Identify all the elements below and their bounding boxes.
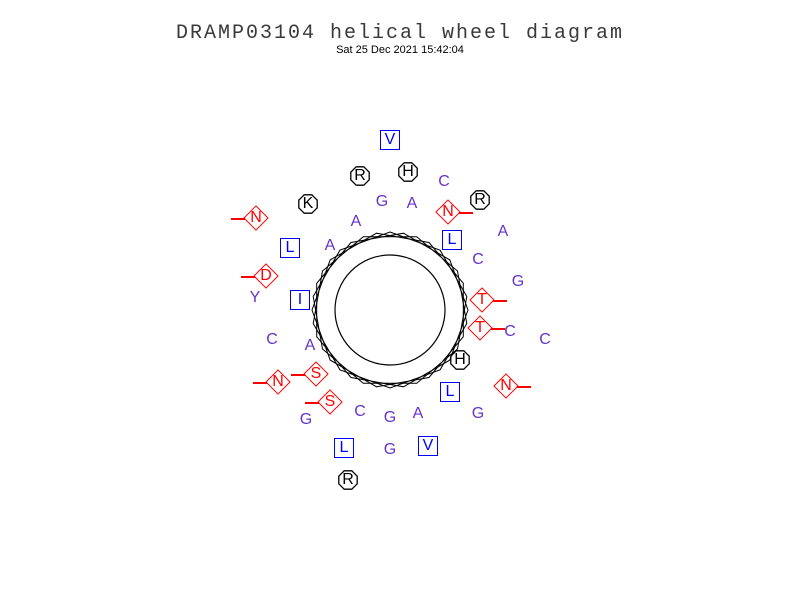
residue-9: A xyxy=(351,214,362,230)
residue-letter: A xyxy=(407,196,418,212)
residue-letter: G xyxy=(300,412,312,428)
residue-1: H xyxy=(397,161,419,183)
residue-letter: L xyxy=(446,384,455,400)
residue-29: L xyxy=(440,382,460,402)
residue-letter: K xyxy=(303,196,314,212)
residue-letter: A xyxy=(413,406,424,422)
residue-letter: V xyxy=(423,438,434,454)
residue-letter: C xyxy=(504,324,516,340)
residue-28: N xyxy=(267,371,289,393)
residue-14: A xyxy=(325,238,336,254)
residue-letter: R xyxy=(342,472,354,488)
residue-letter: A xyxy=(325,238,336,254)
residue-40: R xyxy=(337,469,359,491)
helical-wheel-core xyxy=(0,0,800,600)
residue-36: G xyxy=(300,412,312,428)
residue-17: G xyxy=(512,274,524,290)
residue-39: V xyxy=(418,436,438,456)
residue-letter: H xyxy=(402,164,414,180)
residue-letter: R xyxy=(354,168,366,184)
residue-23: C xyxy=(539,332,551,348)
residue-12: A xyxy=(498,224,509,240)
residue-letter: S xyxy=(325,394,336,410)
residue-letter: T xyxy=(477,292,487,308)
residue-letter: G xyxy=(376,194,388,210)
residue-37: L xyxy=(334,438,354,458)
residue-letter: A xyxy=(305,338,316,354)
residue-22: C xyxy=(504,324,516,340)
residue-letter: N xyxy=(272,374,284,390)
residue-letter: L xyxy=(448,232,457,248)
residue-letter: G xyxy=(512,274,524,290)
residue-letter: G xyxy=(384,442,396,458)
residue-21: T xyxy=(469,317,491,339)
residue-letter: A xyxy=(498,224,509,240)
residue-letter: L xyxy=(340,440,349,456)
residue-letter: C xyxy=(438,174,450,190)
residue-16: D xyxy=(255,265,277,287)
residue-24: C xyxy=(266,332,278,348)
residue-11: L xyxy=(442,230,462,250)
residue-32: C xyxy=(354,404,366,420)
residue-letter: G xyxy=(472,406,484,422)
residue-10: N xyxy=(245,207,267,229)
residue-27: S xyxy=(305,363,327,385)
residue-letter: I xyxy=(298,292,302,308)
residue-25: A xyxy=(305,338,316,354)
residue-4: R xyxy=(469,189,491,211)
residue-33: G xyxy=(384,410,396,426)
residue-letter: N xyxy=(442,204,454,220)
residue-38: G xyxy=(384,442,396,458)
residue-30: N xyxy=(495,375,517,397)
residue-letter: T xyxy=(475,320,485,336)
residue-letter: H xyxy=(454,352,466,368)
residue-15: C xyxy=(472,252,484,268)
residue-0: V xyxy=(380,130,400,150)
residue-letter: G xyxy=(384,410,396,426)
residue-3: C xyxy=(438,174,450,190)
residue-19: I xyxy=(290,290,310,310)
residue-letter: C xyxy=(472,252,484,268)
residue-35: G xyxy=(472,406,484,422)
residue-letter: A xyxy=(351,214,362,230)
residue-letter: L xyxy=(286,240,295,256)
residue-letter: C xyxy=(354,404,366,420)
residue-5: K xyxy=(297,193,319,215)
residue-7: A xyxy=(407,196,418,212)
residue-letter: D xyxy=(260,268,272,284)
residue-18: Y xyxy=(250,290,261,306)
residue-letter: V xyxy=(385,132,396,148)
residue-2: R xyxy=(349,165,371,187)
residue-letter: C xyxy=(266,332,278,348)
residue-34: A xyxy=(413,406,424,422)
residue-letter: C xyxy=(539,332,551,348)
residue-letter: R xyxy=(474,192,486,208)
residue-letter: N xyxy=(250,210,262,226)
residue-6: G xyxy=(376,194,388,210)
residue-20: T xyxy=(471,289,493,311)
residue-13: L xyxy=(280,238,300,258)
residue-letter: Y xyxy=(250,290,261,306)
residue-letter: N xyxy=(500,378,512,394)
residue-26: H xyxy=(449,349,471,371)
residue-31: S xyxy=(319,391,341,413)
residue-8: N xyxy=(437,201,459,223)
residue-letter: S xyxy=(311,366,322,382)
